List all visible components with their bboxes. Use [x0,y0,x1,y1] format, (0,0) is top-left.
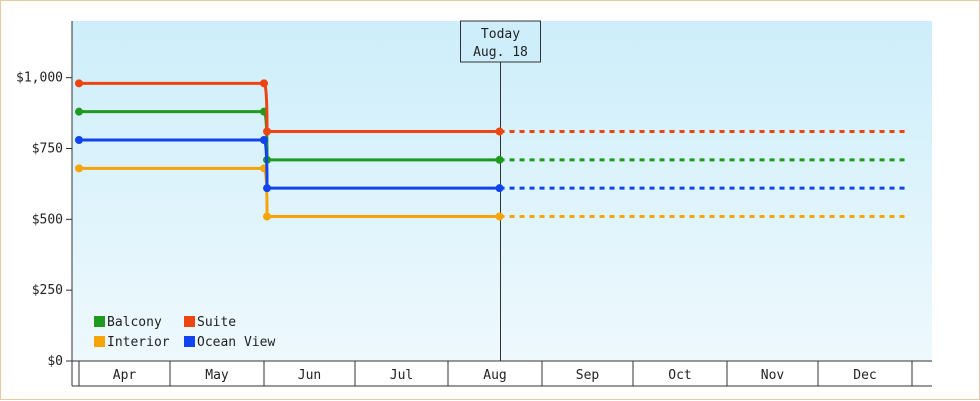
x-tick-label: Apr [113,368,137,383]
legend-label-interior: Interior [107,335,170,350]
data-point-suite [260,79,268,88]
x-tick-label: Sep [576,368,600,383]
data-point-interior [495,212,504,221]
data-point-interior [263,212,272,221]
x-tick-label: Nov [761,368,785,383]
x-tick-label: Dec [853,368,876,383]
data-point-suite [75,79,83,88]
data-point-ocean-view [263,184,272,193]
data-point-ocean-view [260,136,268,144]
legend-swatch-suite [184,316,195,327]
y-tick-label: $500 [32,212,63,227]
x-tick-label: Jun [298,368,321,383]
data-point-balcony [75,107,83,116]
x-tick-label: May [205,368,229,383]
x-tick-label: Oct [668,368,691,383]
legend-swatch-ocean-view [184,336,195,347]
today-box [460,20,541,63]
data-point-balcony [495,155,504,164]
legend-swatch-balcony [94,316,105,327]
x-tick-label: Jul [390,368,413,383]
legend-label-ocean-view: Ocean View [197,335,275,350]
data-point-suite [495,127,504,136]
y-tick-label: $0 [47,354,63,369]
data-point-ocean-view [75,136,83,144]
legend-label-balcony: Balcony [107,315,162,330]
data-point-interior [75,164,83,173]
today-label: Today [481,27,520,42]
legend-swatch-interior [94,336,105,347]
y-tick-label: $750 [32,142,63,157]
data-point-suite [263,127,272,136]
y-tick-label: $250 [32,283,63,298]
data-point-ocean-view [495,184,504,193]
legend-label-suite: Suite [197,315,236,330]
x-tick-label: Aug [483,368,506,383]
today-date-label: Aug. 18 [473,45,528,60]
y-tick-label: $1,000 [16,71,63,86]
